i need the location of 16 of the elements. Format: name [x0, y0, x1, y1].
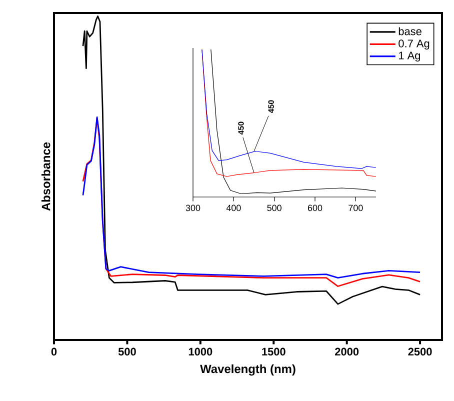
y-axis-title: Absorbance	[41, 142, 50, 211]
legend-label: 1 Ag	[399, 52, 420, 62]
x-tick-label: 500	[267, 204, 282, 212]
x-tick-label: 700	[348, 204, 363, 212]
x-tick-label: 600	[308, 204, 322, 212]
x-tick-label: 1000	[188, 348, 212, 356]
legend-label: 0.7 Ag	[398, 40, 430, 50]
x-tick-label: 500	[118, 348, 136, 356]
x-tick-label: 1500	[262, 348, 286, 356]
x-tick-label: 2500	[408, 348, 432, 356]
x-tick-label: 2000	[335, 348, 359, 356]
legend-label: base	[398, 27, 422, 36]
x-tick-label: 300	[186, 204, 200, 212]
x-tick-label: 0	[51, 348, 57, 356]
x-tick-label: 400	[226, 204, 241, 212]
x-axis-title: Wavelength (nm)	[200, 364, 296, 376]
